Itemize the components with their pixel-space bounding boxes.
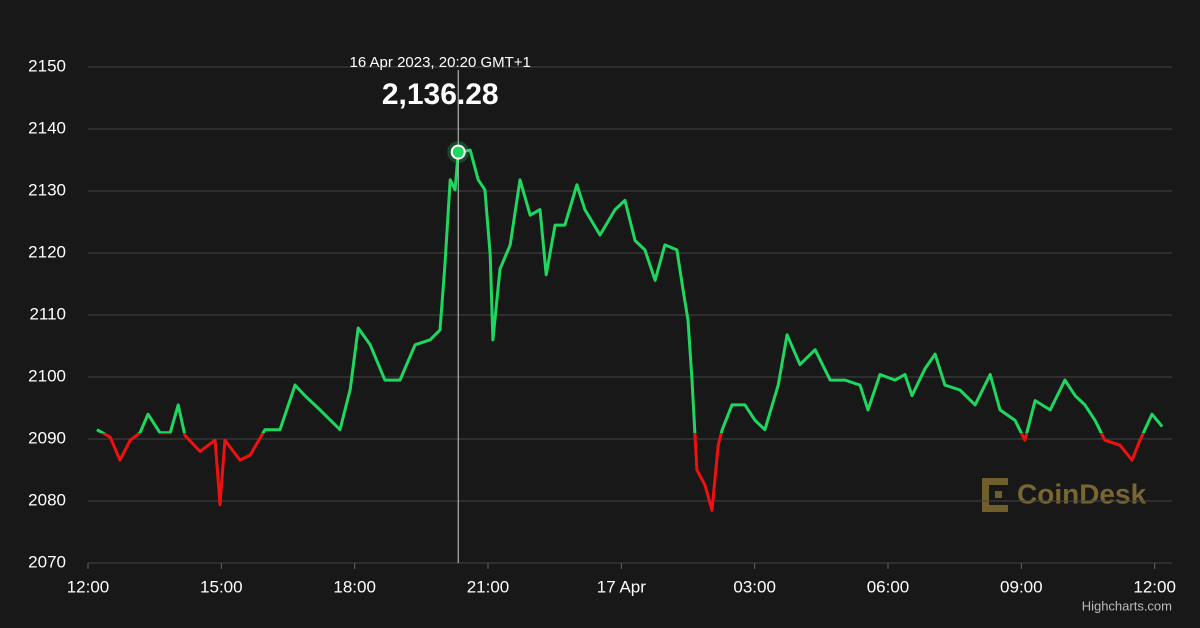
x-tick-label: 21:00 xyxy=(467,577,510,596)
x-tick-label: 18:00 xyxy=(333,577,376,596)
y-tick-label: 2110 xyxy=(29,304,66,323)
x-tick-label: 12:00 xyxy=(67,577,110,596)
y-tick-label: 2150 xyxy=(28,56,66,75)
y-tick-label: 2100 xyxy=(28,366,66,385)
y-tick-label: 2080 xyxy=(28,490,66,509)
y-tick-label: 2140 xyxy=(28,118,66,137)
watermark: CoinDesk xyxy=(1017,478,1147,509)
x-tick-label: 09:00 xyxy=(1000,577,1043,596)
x-tick-label: 12:00 xyxy=(1133,577,1176,596)
y-tick-label: 2070 xyxy=(28,552,66,571)
credits: Highcharts.com xyxy=(1082,598,1172,613)
x-tick-label: 06:00 xyxy=(867,577,910,596)
hover-marker xyxy=(450,144,466,160)
y-tick-label: 2090 xyxy=(28,428,66,447)
tooltip-date: 16 Apr 2023, 20:20 GMT+1 xyxy=(350,54,531,71)
tooltip-value: 2,136.28 xyxy=(382,78,499,111)
y-tick-label: 2120 xyxy=(28,242,66,261)
y-tick-label: 2130 xyxy=(28,180,66,199)
x-tick-label: 17 Apr xyxy=(597,577,646,596)
x-tick-label: 15:00 xyxy=(200,577,243,596)
price-line xyxy=(96,148,1164,512)
watermark-logo xyxy=(982,478,1008,512)
x-tick-label: 03:00 xyxy=(733,577,776,596)
